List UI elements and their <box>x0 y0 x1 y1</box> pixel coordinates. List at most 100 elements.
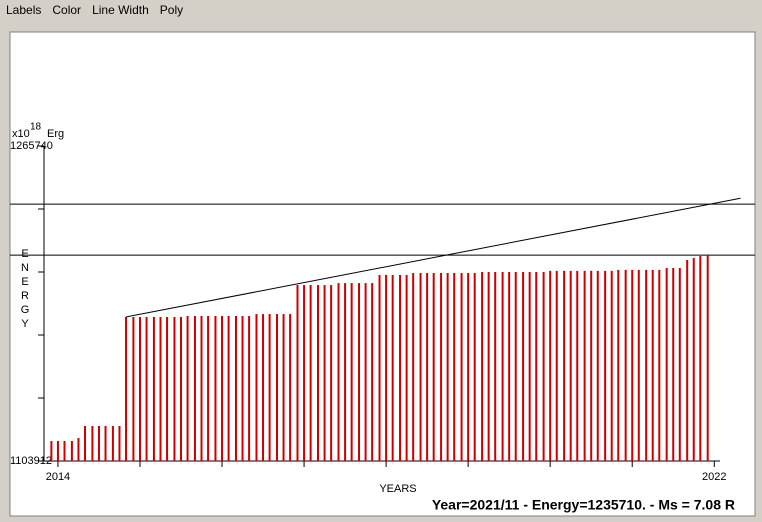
stem <box>706 255 709 461</box>
stem <box>522 272 525 461</box>
stem <box>637 269 640 461</box>
stem <box>473 272 476 461</box>
stem <box>248 316 251 461</box>
stem <box>262 314 265 461</box>
stem <box>576 270 579 461</box>
stem <box>542 272 545 461</box>
stem <box>590 270 593 461</box>
stem <box>70 440 73 461</box>
stem <box>63 440 66 461</box>
stem <box>350 283 353 461</box>
stem <box>665 267 668 461</box>
stem <box>535 272 538 461</box>
stem <box>166 316 169 461</box>
stem <box>159 316 162 461</box>
stem <box>152 316 155 461</box>
stem <box>378 274 381 461</box>
stem <box>494 272 497 461</box>
y-unit: Erg <box>47 128 64 140</box>
stem <box>617 269 620 461</box>
stem <box>77 438 80 461</box>
stem <box>426 272 429 461</box>
stem <box>453 272 456 461</box>
menu-item[interactable]: Poly <box>159 3 184 17</box>
menu-item[interactable]: Color <box>52 3 82 17</box>
menu-bar: Labels Color Line Width Poly <box>0 0 188 20</box>
stem <box>604 270 607 461</box>
x-tick-label: 2022 <box>702 471 726 483</box>
stem <box>330 285 333 461</box>
stem <box>180 316 183 461</box>
stem <box>111 425 114 461</box>
stem <box>186 316 189 461</box>
stem <box>344 283 347 461</box>
stem <box>658 269 661 461</box>
stem <box>371 283 374 461</box>
stem <box>555 270 558 461</box>
stem <box>487 272 490 461</box>
y-tick-label: 1103912 <box>10 455 52 467</box>
stem <box>173 316 176 461</box>
stem <box>399 274 402 461</box>
stem <box>84 425 87 461</box>
stem <box>193 316 196 461</box>
stem <box>296 285 299 461</box>
stem <box>275 314 278 461</box>
stem <box>432 272 435 461</box>
stem <box>337 283 340 461</box>
stem <box>645 269 648 461</box>
stem <box>255 314 258 461</box>
stem <box>138 316 141 461</box>
stem <box>563 270 566 461</box>
stem <box>631 269 634 461</box>
stem <box>56 440 59 461</box>
y-unit-exponent: 18 <box>30 122 42 133</box>
stem <box>145 316 148 461</box>
stem <box>268 314 271 461</box>
stem <box>125 316 128 461</box>
stem <box>303 285 306 461</box>
y-tick-label: 1265740 <box>10 140 53 152</box>
status-text: Year=2021/11 - Energy=1235710. - Ms = 7.… <box>432 497 735 513</box>
stem <box>528 272 531 461</box>
stem <box>214 316 217 461</box>
x-axis-label: YEARS <box>379 483 416 495</box>
stem <box>508 272 511 461</box>
menu-item[interactable]: Line Width <box>92 3 149 17</box>
y-axis-label: ENERGY <box>19 248 31 332</box>
stem <box>610 270 613 461</box>
stem <box>699 256 702 461</box>
stem <box>549 270 552 461</box>
stem <box>446 272 449 461</box>
stem <box>309 285 312 461</box>
stem <box>419 272 422 461</box>
stem <box>391 274 394 461</box>
stem <box>686 259 689 461</box>
stem <box>672 267 675 461</box>
stem <box>481 272 484 461</box>
stem <box>385 274 388 461</box>
stem <box>405 274 408 461</box>
stem <box>289 314 292 461</box>
stem <box>234 316 237 461</box>
stem <box>514 272 517 461</box>
stem <box>678 267 681 461</box>
stem <box>104 425 107 461</box>
stem <box>364 283 367 461</box>
stem <box>501 272 504 461</box>
stem <box>221 316 224 461</box>
menu-item[interactable]: Labels <box>6 3 42 17</box>
stem <box>624 269 627 461</box>
stem <box>50 440 53 461</box>
stem <box>651 269 654 461</box>
stem <box>207 316 210 461</box>
y-unit-base: x10 <box>12 128 30 140</box>
plot-area <box>9 31 756 517</box>
trend-line <box>125 197 741 318</box>
stem <box>241 316 244 461</box>
stem <box>132 316 135 461</box>
stem <box>282 314 285 461</box>
stem <box>118 425 121 461</box>
